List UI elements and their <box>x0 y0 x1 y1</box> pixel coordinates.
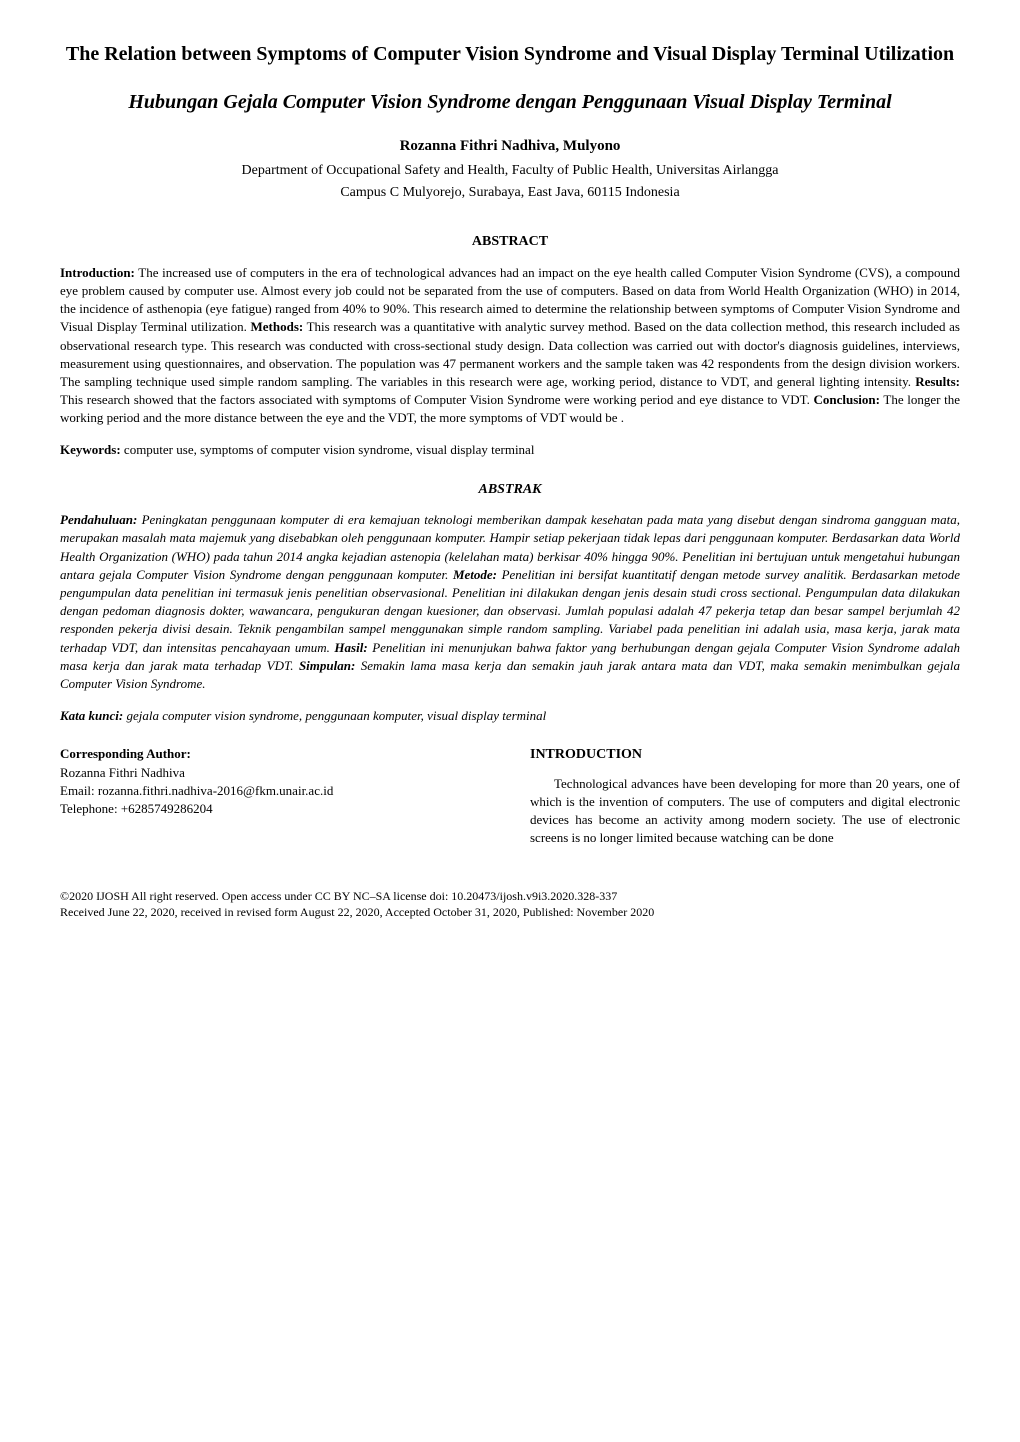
right-column: INTRODUCTION Technological advances have… <box>530 745 960 847</box>
abstract-results-text: This research showed that the factors as… <box>60 392 814 407</box>
keywords-text: computer use, symptoms of computer visio… <box>121 442 535 457</box>
footer-line-1: ©2020 IJOSH All right reserved. Open acc… <box>60 888 960 905</box>
affiliation-line-2: Campus C Mulyorejo, Surabaya, East Java,… <box>60 183 960 203</box>
abstrak-metode-label: Metode: <box>453 567 497 582</box>
abstract-heading: ABSTRACT <box>60 232 960 252</box>
corresponding-author-heading: Corresponding Author: <box>60 745 490 763</box>
title-english: The Relation between Symptoms of Compute… <box>60 40 960 68</box>
kata-kunci-label: Kata kunci: <box>60 708 123 723</box>
left-column: Corresponding Author: Rozanna Fithri Nad… <box>60 745 490 847</box>
two-column-section: Corresponding Author: Rozanna Fithri Nad… <box>60 745 960 847</box>
abstract-methods-label: Methods: <box>251 319 304 334</box>
footer-line-2: Received June 22, 2020, received in revi… <box>60 904 960 921</box>
keywords-label: Keywords: <box>60 442 121 457</box>
corresponding-author-telephone: Telephone: +6285749286204 <box>60 800 490 818</box>
keywords: Keywords: computer use, symptoms of comp… <box>60 441 960 459</box>
abstract-body: Introduction: The increased use of compu… <box>60 264 960 428</box>
affiliation-line-1: Department of Occupational Safety and He… <box>60 161 960 181</box>
abstrak-hasil-label: Hasil: <box>334 640 367 655</box>
abstrak-heading: ABSTRAK <box>60 480 960 500</box>
kata-kunci: Kata kunci: gejala computer vision syndr… <box>60 707 960 725</box>
abstrak-pendahuluan-label: Pendahuluan: <box>60 512 137 527</box>
abstract-results-label: Results: <box>915 374 960 389</box>
abstract-conclusion-label: Conclusion: <box>814 392 880 407</box>
corresponding-author-name: Rozanna Fithri Nadhiva <box>60 764 490 782</box>
introduction-paragraph-1: Technological advances have been develop… <box>530 775 960 848</box>
abstrak-simpulan-label: Simpulan: <box>299 658 355 673</box>
kata-kunci-text: gejala computer vision syndrome, penggun… <box>123 708 546 723</box>
footer: ©2020 IJOSH All right reserved. Open acc… <box>60 888 960 922</box>
title-indonesian: Hubungan Gejala Computer Vision Syndrome… <box>60 88 960 116</box>
corresponding-author-email: Email: rozanna.fithri.nadhiva-2016@fkm.u… <box>60 782 490 800</box>
abstrak-body: Pendahuluan: Peningkatan penggunaan komp… <box>60 511 960 693</box>
abstract-intro-label: Introduction: <box>60 265 135 280</box>
authors: Rozanna Fithri Nadhiva, Mulyono <box>60 136 960 157</box>
introduction-heading: INTRODUCTION <box>530 745 960 765</box>
